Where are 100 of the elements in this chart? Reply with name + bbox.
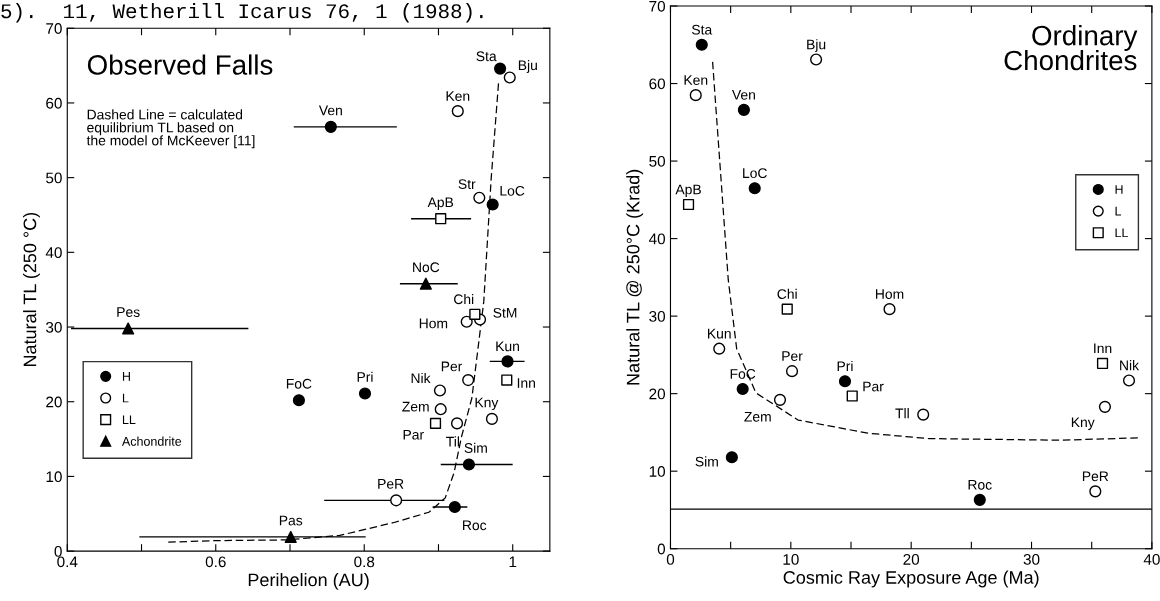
x-tick-label: 0 [666, 553, 675, 565]
point [917, 408, 930, 421]
legend-label: H [1115, 185, 1123, 194]
x-tick-label: 1 [509, 556, 517, 568]
y-tick-label: 60 [46, 97, 62, 109]
y-tick-label: 10 [46, 471, 62, 483]
annotation: FoC [730, 369, 756, 379]
x-tick-label: 30 [1023, 553, 1040, 565]
annotation: Zem [744, 411, 771, 422]
annotation: Hom [419, 318, 448, 329]
point [973, 493, 986, 506]
point [1098, 400, 1112, 413]
point [284, 530, 297, 543]
annotation: ApB [427, 197, 454, 210]
annotation: Chi [454, 293, 474, 305]
point [503, 71, 516, 84]
point [737, 103, 750, 116]
x-tick-label: 40 [1143, 553, 1160, 565]
point [390, 494, 403, 507]
y-tick-label: 0 [54, 545, 62, 557]
y-tick-label: 30 [46, 321, 62, 333]
annotation: Str [458, 179, 476, 190]
y-tick-label: 70 [46, 23, 62, 34]
y-tick-label: 20 [46, 396, 62, 408]
y-axis-title: Natural TL @ 250°C (Krad) [626, 169, 644, 385]
annotation: Hom [875, 289, 904, 299]
point [501, 355, 514, 368]
annotation: Par [403, 429, 424, 440]
annotation: Dashed Line = calculated equilibrium TL based on the model of McKeever [11] [86, 109, 255, 149]
point [122, 322, 135, 335]
point [695, 38, 708, 51]
annotation: Tll [895, 408, 909, 419]
point [501, 374, 513, 386]
text: Observed Falls [87, 54, 273, 75]
x-axis-title: Cosmic Ray Exposure Age (Ma) [783, 570, 1039, 588]
point [429, 417, 442, 429]
x-tick-label: 20 [903, 553, 920, 565]
annotation: Inn [1094, 343, 1112, 354]
point [462, 458, 475, 471]
annotation: Pri [357, 371, 373, 382]
annotation: Bju [807, 39, 826, 53]
point [785, 365, 799, 378]
annotation: Kun [708, 328, 731, 339]
annotation: Sta [691, 24, 713, 35]
x-axis-title: Perihelion (AU) [248, 573, 369, 590]
point [433, 384, 447, 397]
annotation: PeR [1082, 471, 1109, 482]
legend-label: L [122, 393, 129, 403]
point [473, 191, 486, 204]
annotation: Til [446, 436, 460, 447]
legend-label: Achondrite [121, 436, 182, 446]
x-tick-label: 0.8 [354, 556, 375, 568]
annotation: Kny [475, 397, 499, 411]
annotation: PeR [378, 479, 404, 489]
annotation: LoC [500, 185, 525, 196]
annotation: Pes [117, 307, 140, 317]
point [1096, 357, 1109, 370]
annotation: FoC [286, 378, 312, 389]
annotation: Chi [777, 288, 797, 299]
point [883, 303, 896, 316]
y-tick-label: 40 [45, 247, 62, 259]
legend-label: LL [122, 415, 136, 424]
y-tick-label: 40 [648, 233, 666, 245]
point [451, 105, 464, 118]
point [485, 412, 499, 425]
point [358, 387, 372, 400]
y-tick-label: 50 [649, 155, 666, 167]
point [846, 390, 858, 402]
point [434, 403, 447, 416]
annotation: Ken [684, 75, 708, 86]
point [1089, 485, 1102, 498]
annotation: Zem [402, 401, 429, 412]
annotation: Sta [476, 51, 497, 62]
annotation: Nik [411, 372, 431, 383]
point [682, 198, 695, 211]
y-tick-label: 10 [649, 466, 666, 477]
y-tick-label: 20 [649, 388, 666, 400]
point [748, 182, 761, 195]
annotation: Bju [518, 59, 537, 73]
x-tick-label: 0.6 [205, 556, 226, 568]
point [1122, 374, 1136, 387]
point [435, 213, 447, 225]
annotation: Sim [464, 442, 487, 453]
annotation: NoC [413, 262, 440, 273]
annotation: Per [441, 361, 463, 372]
x-tick-label: 10 [783, 553, 799, 565]
y-axis-title: Natural TL (250 °C) [23, 212, 40, 367]
legend-label: H [122, 372, 130, 381]
annotation: Ken [446, 91, 470, 101]
annotation: LoC [743, 168, 767, 179]
y-tick-label: 60 [649, 78, 666, 90]
annotation: Par [863, 381, 884, 392]
annotation: Per [782, 351, 803, 362]
point [450, 417, 464, 430]
point [689, 89, 702, 102]
point [448, 500, 461, 514]
annotation: Sim [695, 456, 718, 467]
point [324, 120, 337, 133]
text: Ordinary Chondrites [1004, 25, 1138, 71]
y-tick-label: 30 [649, 310, 666, 322]
